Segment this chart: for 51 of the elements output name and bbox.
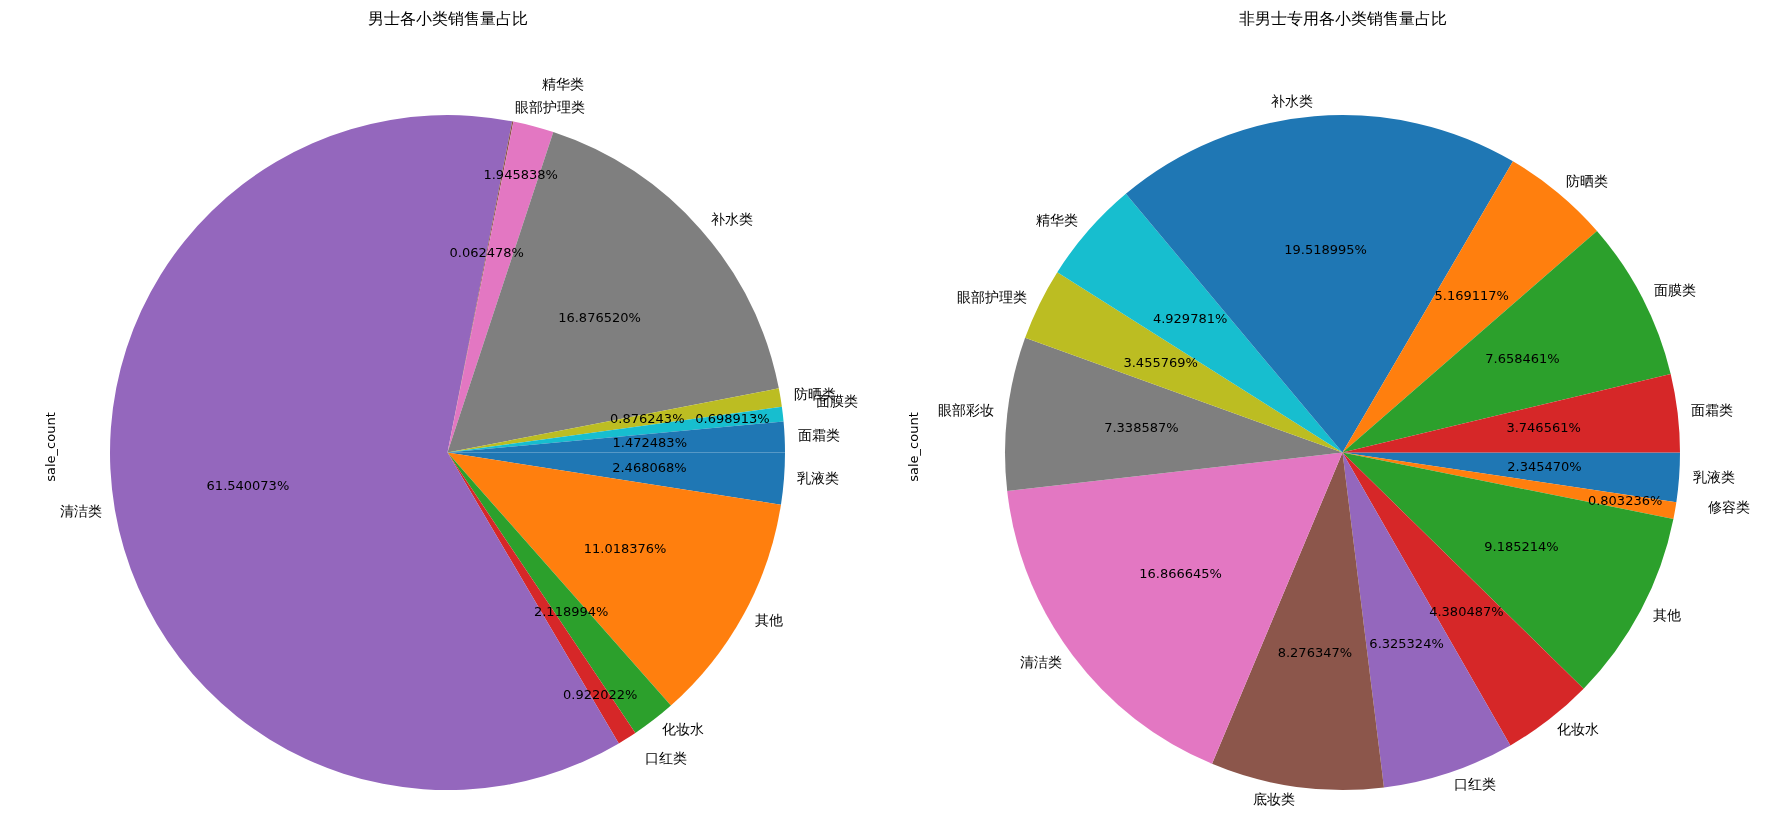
data-label: 9.185214% (1484, 538, 1559, 554)
slice-label: 修容类 (1708, 499, 1751, 515)
data-label: 16.876520% (558, 310, 641, 326)
slice-label: 防晒类 (1566, 172, 1609, 189)
slice-label: 面霜类 (798, 427, 841, 444)
slice-label: 其他 (1652, 607, 1681, 624)
data-label: 0.062478% (449, 245, 524, 261)
data-label: 2.345470% (1507, 458, 1582, 474)
slice-label: 补水类 (1271, 93, 1314, 110)
data-label: 0.876243% (610, 410, 685, 426)
slice-label: 精华类 (542, 76, 585, 93)
slice-label: 眼部护理类 (957, 288, 1028, 305)
data-label: 7.338587% (1104, 420, 1179, 436)
data-label: 5.169117% (1434, 288, 1509, 304)
data-label: 2.468068% (612, 459, 687, 475)
data-label: 8.276347% (1277, 644, 1353, 660)
slice-label: 清洁类 (59, 502, 102, 519)
data-label: 0.698913% (695, 411, 770, 427)
data-label: 7.658461% (1485, 351, 1560, 367)
slice-label: 口红类 (645, 749, 688, 766)
slice-label: 化妆水 (661, 721, 704, 738)
slice-label: 底妆类 (1252, 790, 1295, 807)
chart-title: 非男士专用各小类销售量占比 (1238, 8, 1447, 28)
slice-label: 面霜类 (1691, 402, 1734, 419)
data-label: 19.518995% (1284, 242, 1367, 258)
data-label: 11.018376% (583, 541, 667, 557)
data-label: 6.325324% (1369, 636, 1444, 652)
slice-label: 面膜类 (1654, 282, 1697, 299)
data-label: 1.945838% (483, 166, 558, 182)
data-label: 3.455769% (1123, 354, 1198, 370)
data-label: 2.118994% (533, 604, 609, 620)
slice-label: 补水类 (710, 211, 753, 228)
slice-label: 化妆水 (1557, 720, 1600, 737)
data-label: 16.866645% (1139, 565, 1222, 581)
slice-label: 眼部护理类 (515, 98, 586, 115)
slice-label: 眼部彩妆 (937, 402, 994, 419)
data-label: 61.540073% (206, 478, 290, 494)
chart-title: 男士各小类销售量占比 (367, 8, 528, 28)
data-label: 4.929781% (1152, 310, 1228, 326)
slice-label: 清洁类 (1019, 654, 1062, 670)
text: sale_count (906, 412, 922, 482)
slice-label: 乳液类 (1692, 469, 1735, 486)
slice-label: 口红类 (1453, 776, 1496, 793)
slice-label: 精华类 (1036, 212, 1079, 229)
data-label: 3.746561% (1506, 420, 1581, 436)
data-label: 1.472483% (612, 434, 687, 450)
text: sale_count (43, 412, 59, 482)
slice-label: 其他 (755, 611, 784, 628)
data-label: 0.803236% (1587, 493, 1663, 509)
data-label: 0.922022% (563, 686, 638, 702)
slice-label: 乳液类 (797, 470, 840, 487)
